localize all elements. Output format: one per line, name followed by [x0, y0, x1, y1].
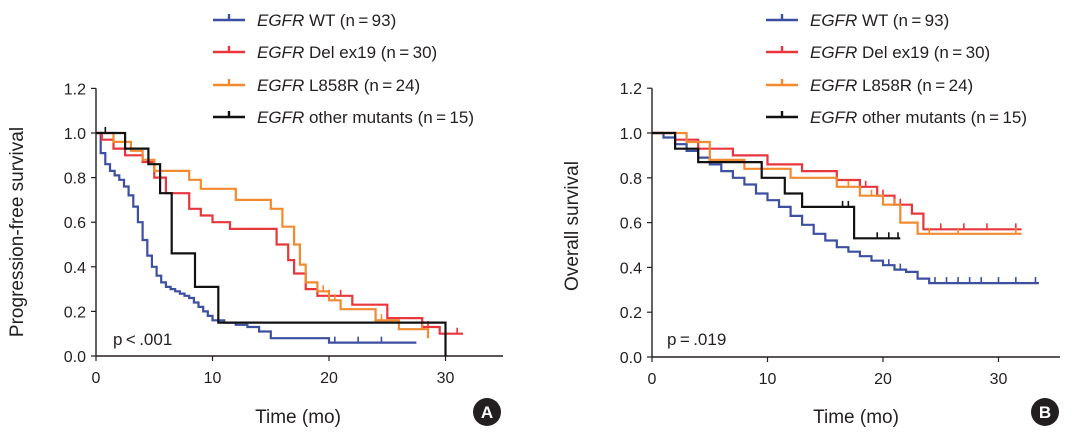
legend-label-other-b: EGFR other mutants (n = 15) [810, 108, 1027, 127]
panel-b-km-curve-l858r [652, 131, 1022, 235]
panel-a-legend: EGFR WT (n = 93) EGFR Del ex19 (n = 30) … [213, 11, 474, 127]
panel-a-y-tick-label: 0.0 [64, 349, 86, 366]
panel-b-legend: EGFR WT (n = 93) EGFR Del ex19 (n = 30) … [766, 11, 1027, 127]
panel-a-plot-area: 0.0 0.2 0.4 0.6 0.8 1.0 1.2 0 10 20 30 [64, 81, 503, 387]
panel-b-badge-circle [1031, 398, 1059, 426]
legend-label-l858r: EGFR L858R (n = 24) [257, 76, 420, 95]
panel-b-plot-area: 0.0 0.2 0.4 0.6 0.8 1.0 1.2 0 10 20 30 [620, 81, 1060, 388]
panel-b-badge: B [1031, 398, 1059, 426]
panel-b-badge-label: B [1039, 403, 1051, 422]
panel-b-x-tick-label: 10 [759, 371, 777, 388]
panel-b-y-tick-label: 0.4 [620, 260, 642, 277]
panel-b-y-tick-label: 1.0 [620, 126, 642, 143]
legend-label-wt-b: EGFR WT (n = 93) [810, 11, 949, 30]
panel-a-badge-circle [473, 398, 501, 426]
panel-a-y-tick-label: 1.2 [64, 81, 86, 98]
legend-entry-other: EGFR other mutants (n = 15) [213, 108, 474, 127]
panel-a-y-tick-label: 0.4 [64, 260, 86, 277]
panel-a-x-tick-label: 20 [320, 370, 338, 387]
panel-a-x-tick-label: 30 [437, 370, 455, 387]
panel-b-x-tick-label: 0 [648, 371, 657, 388]
panel-b-x-tick-label: 30 [990, 371, 1008, 388]
panel-a-y-tick-label: 1.0 [64, 126, 86, 143]
legend-label-other: EGFR other mutants (n = 15) [257, 108, 474, 127]
panel-b-km-curve-del-ex19 [652, 131, 1022, 231]
legend-entry-wt-b: EGFR WT (n = 93) [766, 11, 949, 30]
legend-label-del-ex19-b: EGFR Del ex19 (n = 30) [810, 43, 990, 62]
panel-a-p-value: p < .001 [113, 330, 172, 349]
legend-label-wt: EGFR WT (n = 93) [257, 11, 396, 30]
panel-a-badge-label: A [481, 403, 493, 422]
panel-a-y-axis-title: Progression-free survival [7, 127, 28, 337]
panel-a-y-tick-label: 0.2 [64, 304, 86, 321]
panel-a-y-tick-label: 0.8 [64, 171, 86, 188]
panel-b-x-tick-label: 20 [874, 371, 892, 388]
panel-b-y-tick-label: 0.2 [620, 305, 642, 322]
panel-a-badge: A [473, 398, 501, 426]
legend-entry-other-b: EGFR other mutants (n = 15) [766, 108, 1027, 127]
panel-a-km-curve-del-ex19 [96, 131, 463, 335]
legend-entry-l858r: EGFR L858R (n = 24) [213, 76, 420, 95]
panel-a-y-tick-label: 0.6 [64, 215, 86, 232]
panel-b-y-axis-title: Overall survival [562, 161, 583, 291]
legend-label-del-ex19: EGFR Del ex19 (n = 30) [257, 43, 437, 62]
panel-b-y-tick-label: 1.2 [620, 81, 642, 98]
legend-entry-del-ex19-b: EGFR Del ex19 (n = 30) [766, 43, 990, 62]
panel-b-x-axis-title: Time (mo) [813, 407, 899, 428]
panel-a-km-curve-wt [96, 131, 417, 344]
panel-a: EGFR WT (n = 93) EGFR Del ex19 (n = 30) … [7, 11, 503, 428]
panel-a-km-curve-other [96, 131, 447, 356]
panel-b-y-tick-label: 0.8 [620, 171, 642, 188]
panel-b: EGFR WT (n = 93) EGFR Del ex19 (n = 30) … [562, 11, 1060, 428]
panel-b-y-tick-label: 0.6 [620, 216, 642, 233]
panel-b-km-curve-other [652, 131, 901, 240]
panel-b-p-value: p = .019 [667, 330, 726, 349]
legend-entry-del-ex19: EGFR Del ex19 (n = 30) [213, 43, 437, 62]
panel-a-x-axis-title: Time (mo) [255, 407, 341, 428]
panel-b-km-curve-wt [652, 131, 1039, 285]
legend-entry-l858r-b: EGFR L858R (n = 24) [766, 76, 973, 95]
legend-entry-wt: EGFR WT (n = 93) [213, 11, 396, 30]
panel-a-km-curve-l858r [96, 131, 430, 339]
panel-a-x-tick-label: 0 [92, 370, 101, 387]
panel-b-y-tick-label: 0.0 [620, 350, 642, 367]
legend-label-l858r-b: EGFR L858R (n = 24) [810, 76, 973, 95]
panel-a-x-tick-label: 10 [204, 370, 222, 387]
